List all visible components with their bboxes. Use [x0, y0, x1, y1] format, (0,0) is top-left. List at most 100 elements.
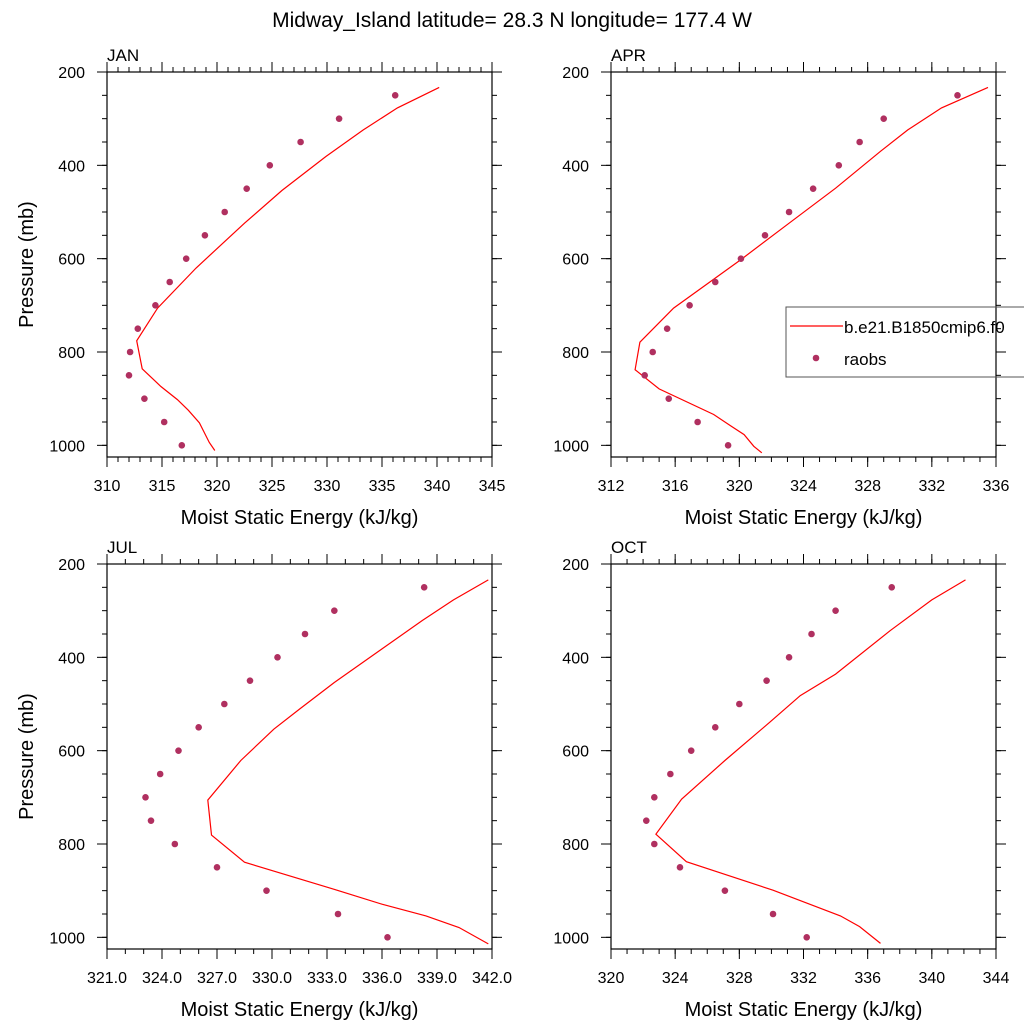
panel-label: OCT	[611, 538, 647, 557]
y-tick-label: 600	[58, 744, 85, 761]
x-tick-label: 336.0	[362, 970, 402, 987]
raobs-point	[808, 630, 815, 638]
y-tick-label: 200	[58, 557, 85, 574]
x-tick-label: 310	[94, 478, 121, 495]
raobs-point	[687, 747, 695, 754]
x-axis-label: Moist Static Energy (kJ/kg)	[685, 507, 923, 529]
panel-label: JAN	[107, 46, 139, 65]
raobs-point	[724, 442, 732, 449]
y-axis-label: Pressure (mb)	[16, 201, 38, 328]
x-tick-label: 336	[854, 970, 881, 987]
raobs-point	[221, 208, 228, 216]
raobs-point	[832, 607, 839, 614]
panel-label: JUL	[107, 538, 137, 557]
x-axis-label: Moist Static Energy (kJ/kg)	[181, 999, 419, 1021]
panel-label: APR	[611, 46, 646, 65]
y-tick-label: 800	[562, 345, 589, 362]
raobs-point	[243, 185, 250, 192]
raobs-point	[152, 302, 159, 309]
raobs-point	[663, 325, 671, 332]
raobs-point	[335, 115, 343, 122]
x-tick-label: 332	[918, 478, 945, 495]
x-tick-label: 342.0	[472, 970, 512, 987]
raobs-point	[331, 607, 338, 614]
x-tick-label: 335	[369, 478, 396, 495]
x-tick-label: 340	[424, 478, 451, 495]
y-tick-label: 200	[58, 65, 85, 82]
raobs-point	[141, 395, 148, 402]
legend-box	[785, 306, 1024, 378]
raobs-point	[384, 934, 391, 941]
y-tick-label: 400	[58, 158, 85, 175]
x-tick-label: 320	[726, 478, 753, 495]
model-series-line	[136, 86, 440, 451]
raobs-point	[667, 770, 674, 778]
raobs-point	[856, 138, 863, 146]
raobs-point	[142, 794, 149, 801]
raobs-point	[711, 278, 719, 286]
y-tick-label: 600	[562, 744, 589, 761]
x-tick-label: 315	[149, 478, 176, 495]
model-series-line	[655, 579, 966, 944]
panel-jan: 310 315 320 325 330 335 340 345 200 400 600 800 1000…	[16, 46, 505, 529]
legend-obs-dot	[812, 354, 820, 362]
x-tick-label: 339.0	[417, 970, 457, 987]
y-tick-label: 600	[58, 252, 85, 269]
y-tick-label: 400	[562, 158, 589, 175]
raobs-point	[651, 794, 658, 801]
raobs-point	[686, 302, 693, 309]
raobs-point	[274, 654, 281, 661]
raobs-point	[160, 418, 168, 426]
x-tick-label: 321.0	[87, 970, 127, 987]
raobs-point	[134, 325, 142, 332]
raobs-point	[195, 724, 202, 731]
legend-obs-label: raobs	[844, 350, 887, 369]
model-series-line	[207, 579, 489, 945]
plot-frame	[610, 563, 997, 950]
y-tick-label: 400	[562, 650, 589, 667]
raobs-point	[803, 934, 811, 941]
raobs-point	[147, 817, 155, 824]
y-tick-label: 800	[58, 837, 85, 854]
x-tick-label: 328	[726, 970, 753, 987]
x-tick-label: 330.0	[252, 970, 292, 987]
raobs-point	[221, 700, 228, 708]
raobs-point	[721, 887, 729, 894]
raobs-point	[334, 910, 342, 918]
y-tick-label: 1000	[553, 930, 589, 947]
x-tick-label: 344	[983, 970, 1010, 987]
raobs-point	[785, 654, 793, 661]
panel-jul: 321.0 324.0 327.0 330.0 333.0 336.0 339.0 342.0…	[16, 538, 512, 1021]
x-tick-label: 312	[598, 478, 625, 495]
legend-model-label: b.e21.B1850cmip6.f0	[844, 318, 1005, 337]
raobs-point	[178, 442, 186, 449]
x-tick-label: 324.0	[142, 970, 182, 987]
x-tick-label: 332	[790, 970, 817, 987]
raobs-point	[809, 185, 817, 192]
x-tick-label: 325	[259, 478, 286, 495]
raobs-point	[736, 700, 743, 708]
x-tick-label: 324	[662, 970, 689, 987]
raobs-point	[391, 92, 399, 99]
raobs-point	[761, 232, 769, 239]
legend: b.e21.B1850cmip6.f0 raobs	[785, 306, 1024, 378]
y-tick-label: 1000	[553, 438, 589, 455]
raobs-point	[125, 372, 133, 379]
raobs-point	[694, 418, 701, 426]
raobs-point	[665, 395, 673, 402]
y-tick-label: 800	[562, 837, 589, 854]
x-tick-label: 340	[918, 970, 945, 987]
raobs-point	[737, 255, 745, 262]
raobs-point	[263, 887, 270, 894]
plot-frame	[106, 563, 493, 950]
raobs-point	[651, 840, 658, 848]
raobs-point	[954, 92, 961, 99]
raobs-point	[763, 677, 770, 684]
y-tick-label: 1000	[49, 438, 85, 455]
raobs-point	[301, 630, 309, 638]
x-tick-label: 330	[314, 478, 341, 495]
x-tick-label: 324	[790, 478, 817, 495]
model-series-line	[634, 86, 989, 454]
x-tick-label: 327.0	[197, 970, 237, 987]
